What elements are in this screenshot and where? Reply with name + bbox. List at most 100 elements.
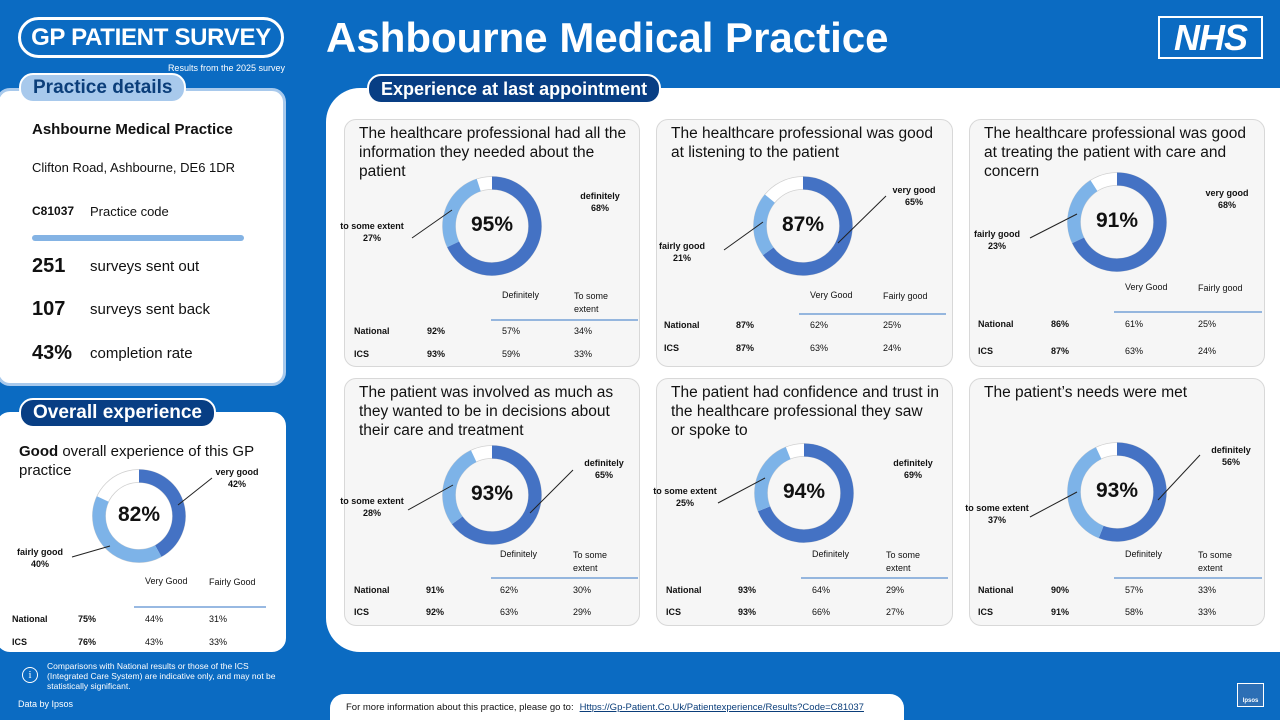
slice-label-value: 23% [987, 241, 1006, 251]
slice-label-name: fairly good [658, 241, 705, 251]
slice-label-value: 68% [1217, 200, 1236, 210]
practice-details-tab: Practice details [19, 73, 187, 103]
table-row-name: ICS [978, 607, 994, 617]
table-row-name: ICS [666, 607, 682, 617]
table-row-value: 58% [1125, 607, 1144, 617]
slice-label: very good 42% [197, 466, 277, 490]
table-row-name: ICS [354, 607, 370, 617]
data-by-credit: Data by Ipsos [18, 699, 74, 709]
table-row-value: 62% [810, 320, 829, 330]
table-row-name: National [978, 585, 1014, 595]
table-row-value: 30% [573, 585, 592, 595]
slice-label-name: fairly good [16, 547, 63, 557]
table-row-total: 87% [736, 320, 755, 330]
table-header: Definitely [502, 290, 540, 300]
table-row-value: 44% [145, 614, 164, 624]
slice-label: fairly good 40% [0, 546, 80, 570]
slice-label: definitely 69% [873, 457, 953, 481]
table-row-total: 93% [738, 607, 757, 617]
slice-label-name: very good [892, 185, 936, 195]
table-row-value: 29% [573, 607, 592, 617]
slice-label-name: definitely [893, 458, 933, 468]
slice-label: definitely 68% [560, 190, 640, 214]
table-header: To some extent [573, 550, 608, 573]
slice-label-name: to some extent [340, 221, 404, 231]
slice-label: very good 68% [1187, 187, 1267, 211]
donut-total-value: 87% [781, 213, 825, 236]
table-row-value: 63% [810, 343, 829, 353]
table-row-value: 63% [500, 607, 519, 617]
slice-label: to some extent 25% [645, 485, 725, 509]
table-header: Fairly Good [209, 577, 256, 587]
donut-total-value: 93% [470, 482, 514, 505]
table-row-value: 66% [812, 607, 831, 617]
table-row-value: 59% [502, 349, 521, 359]
table-row-value: 34% [574, 326, 593, 336]
table-row-value: 33% [1198, 607, 1217, 617]
overall-title: Good overall experience of this GP pract… [19, 442, 269, 480]
card-title: The healthcare professional had all the … [359, 125, 627, 180]
table-row-name: ICS [12, 637, 28, 647]
slice-label-value: 40% [30, 559, 49, 569]
slice-label-value: 65% [594, 470, 613, 480]
slice-label-name: very good [1205, 188, 1249, 198]
slice-label-value: 69% [903, 470, 922, 480]
slice-label-value: 42% [227, 479, 246, 489]
card-title: The patient’s needs were met [984, 384, 1188, 401]
overall-title-rest: overall experience of this GP practice [19, 443, 254, 479]
card-title: The healthcare professional was good at … [984, 125, 1246, 180]
table-row-value: 33% [209, 637, 228, 647]
table-header: Very Good [810, 290, 853, 300]
table-header: To some extent [886, 550, 921, 573]
experience-tab: Experience at last appointment [367, 74, 662, 104]
table-row-value: 29% [886, 585, 905, 595]
footer-url-bar: For more information about this practice… [330, 694, 904, 720]
url-prefix: For more information about this practice… [346, 702, 574, 713]
survey-logo: GP PATIENT SURVEY [18, 17, 284, 58]
practice-name: Ashbourne Medical Practice [32, 121, 233, 138]
table-row-value: 63% [1125, 346, 1144, 356]
table-header: Very Good [145, 576, 188, 586]
footer-disclaimer: Comparisons with National results or tho… [47, 661, 276, 691]
donut-total-value: 95% [470, 213, 514, 236]
table-row-name: National [664, 320, 700, 330]
table-row-value: 25% [1198, 319, 1217, 329]
table-row-name: National [354, 326, 390, 336]
slice-label: to some extent 27% [332, 220, 412, 244]
sent-out-count: 251 [32, 255, 66, 277]
card-confidence: The patient had confidence and trust in … [656, 378, 953, 626]
table-row-total: 92% [426, 607, 445, 617]
table-row-value: 27% [886, 607, 905, 617]
page-title: Ashbourne Medical Practice [326, 14, 889, 61]
slice-label-value: 27% [362, 233, 381, 243]
slice-label-name: fairly good [973, 229, 1020, 239]
slice-label-value: 37% [987, 515, 1006, 525]
table-row-name: ICS [978, 346, 994, 356]
card-title: The patient was involved as much as they… [359, 384, 614, 439]
slice-label-name: to some extent [653, 486, 717, 496]
info-icon: i [22, 667, 38, 683]
table-row-value: 61% [1125, 319, 1144, 329]
slice-label-value: 56% [1221, 457, 1240, 467]
slice-label: fairly good 23% [957, 228, 1037, 252]
donut-total-value: 93% [1095, 479, 1139, 502]
table-header: Fairly good [883, 291, 928, 301]
slice-label-name: definitely [580, 191, 620, 201]
sent-back-label: surveys sent back [90, 301, 211, 318]
table-header: Fairly good [1198, 283, 1243, 293]
table-header: Definitely [500, 549, 538, 559]
table-row-value: 43% [145, 637, 164, 647]
practice-url-link[interactable]: Https://Gp-Patient.Co.Uk/Patientexperien… [579, 702, 864, 713]
completion-label: completion rate [90, 345, 193, 362]
slice-label: fairly good 21% [642, 240, 722, 264]
table-row-total: 87% [1051, 346, 1070, 356]
table-row-value: 64% [812, 585, 831, 595]
table-header: Definitely [1125, 549, 1163, 559]
slice-label: to some extent 37% [957, 502, 1037, 526]
nhs-logo: NHS [1158, 16, 1263, 59]
table-row-value: 57% [502, 326, 521, 336]
table-header: Definitely [812, 549, 850, 559]
sent-back-count: 107 [32, 298, 66, 320]
overall-title-bold: Good [19, 443, 59, 460]
slice-label-name: to some extent [965, 503, 1029, 513]
